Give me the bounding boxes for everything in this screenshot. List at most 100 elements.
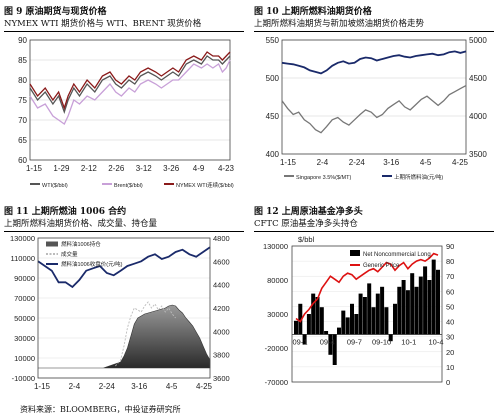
y-tick-label-right: 10 [446, 363, 454, 372]
y-tick-label-left: 50000 [14, 314, 35, 323]
y-tick-label-right: 30 [446, 333, 454, 342]
x-tick-label: 1-15 [280, 158, 297, 167]
net-long-bar [324, 331, 329, 335]
y-tick-label-left: 450 [266, 112, 280, 121]
x-tick-label: 2-4 [317, 158, 329, 167]
net-long-bar [358, 293, 363, 335]
y-tick-label-right: 3600 [213, 374, 230, 383]
x-tick-label: 4-25 [452, 158, 469, 167]
x-tick-label: 2-24 [349, 158, 366, 167]
plot-frame [29, 39, 231, 161]
net-long-bar [423, 266, 428, 335]
y-tick-label: 70 [18, 116, 27, 125]
y-tick-label-left: 500 [266, 74, 280, 83]
y-tick-label-left: 110000 [11, 254, 35, 263]
net-long-bar [431, 259, 436, 335]
x-tick-label: 4-25 [196, 382, 213, 391]
source-note: 资料来源：BLOOMBERG，中投证券研究所 [20, 405, 181, 414]
x-tick-label: 09-4 [320, 337, 335, 346]
y-tick-label-right: 50 [446, 302, 454, 311]
y-tick-label-right: 4000 [469, 112, 487, 121]
x-tick-label: 10-4 [428, 337, 443, 346]
plot-frame [37, 237, 211, 379]
x-tick-label: 3-16 [131, 382, 148, 391]
net-long-bar [354, 314, 359, 335]
x-tick-label: 2-4 [69, 382, 81, 391]
figure-12-panel: 图 12 上周原油基金净多头 CFTC 原油基金净多头持仓 $/bbl -7000… [254, 206, 494, 406]
y-tick-label-right: 4000 [213, 327, 230, 336]
net-long-bar [306, 314, 311, 335]
y-tick-label-right: 80 [446, 257, 454, 266]
net-long-bar [414, 286, 419, 335]
cftc-net-long-chart: $/bbl -70000 -20000 30000 80000 130000 0 10 20 30… [263, 235, 454, 387]
y-tick-label-left: 90000 [14, 274, 35, 283]
x-tick-label: 09-1 [292, 337, 307, 346]
x-tick-label: 2-26 [108, 164, 125, 173]
y-tick-label-right: 70 [446, 272, 454, 281]
y-tick-label-left: 550 [266, 36, 280, 45]
series-line [29, 55, 231, 115]
net-long-bar [410, 273, 415, 335]
y-tick-label-left: -20000 [265, 344, 288, 353]
net-long-bar [298, 303, 303, 335]
x-tick-label: 4-5 [166, 382, 178, 391]
net-long-bar [371, 307, 376, 335]
x-tick-label: 4-5 [420, 158, 432, 167]
y-tick-label: 65 [18, 136, 27, 145]
legend-label: Brent($/bbl) [114, 183, 143, 189]
legend-label: 上期所燃料油(元/吨) [394, 173, 443, 181]
net-long-bar [328, 334, 333, 355]
net-long-bar [319, 307, 324, 335]
x-tick-label: 3-12 [136, 164, 153, 173]
figure-subtitle: NYMEX WTI 期货价格与 WTI、BRENT 现货价格 [4, 18, 244, 32]
fuel-oil-1006-contract-chart: -10000 10000 30000 50000 70000 90000 110000 130… [10, 234, 230, 391]
x-tick-label: 09-10 [372, 337, 391, 346]
figure-10-panel: 图 10 上期所燃料油期货价格 上期所燃料油期货与新加坡燃油期货价格走势 400… [254, 6, 494, 206]
figure-9-panel: 图 9 原油期货与现货价格 NYMEX WTI 期货价格与 WTI、BRENT … [4, 6, 244, 206]
net-long-bar [294, 320, 298, 335]
figure-subtitle: 上期所燃料油期货与新加坡燃油期货价格走势 [254, 18, 494, 32]
net-long-bar [418, 276, 423, 335]
x-tick-label: 4-23 [218, 164, 235, 173]
y-tick-label-right: 90 [446, 242, 454, 251]
y-tick-label-left: 130000 [263, 242, 288, 251]
y-tick-label-right: 4500 [469, 74, 487, 83]
net-long-bar [375, 293, 380, 335]
net-long-bar [393, 303, 397, 335]
net-long-bar [384, 307, 389, 335]
series-line [281, 85, 467, 134]
legend-label: 成交量 [61, 250, 78, 258]
x-tick-label: 10-1 [401, 337, 416, 346]
figure-11-panel: 图 11 上期所燃油 1006 合约 上期所燃料油期货价格、成交量、持仓量 -1… [4, 206, 244, 406]
series-line [281, 50, 467, 75]
figure-caption: 图 12 上周原油基金净多头 [254, 207, 363, 217]
y-tick-label-left: -10000 [12, 374, 35, 383]
y-tick-label-right: 4800 [213, 234, 230, 243]
y-tick-label-left: -70000 [265, 378, 288, 387]
y-tick-label: 60 [18, 156, 27, 165]
y-tick-label: 85 [18, 56, 27, 65]
plot-frame [281, 39, 467, 155]
y-tick-label-right: 20 [446, 348, 454, 357]
figure-caption: 图 10 上期所燃料油期货价格 [254, 7, 372, 17]
fuel-oil-price-chart: 400 450 500 550 3500 4000 4500 5000 1-15 2-4 2-24 3… [266, 36, 488, 181]
legend-swatch [350, 250, 360, 256]
net-long-bar [367, 283, 372, 335]
y-tick-label-left: 400 [266, 150, 280, 159]
crude-oil-price-chart: 60 65 70 75 80 85 90 1-15 1-29 2-12 2-26 3-12 3-26 4-… [18, 36, 235, 189]
x-tick-label: 2-24 [99, 382, 116, 391]
net-long-bar [341, 310, 346, 335]
net-long-bar [401, 280, 406, 335]
legend-label: 燃料油1006收盘价(元/吨) [61, 260, 123, 268]
y-tick-label-left: 30000 [14, 334, 35, 343]
y-tick-label-left: 70000 [14, 294, 35, 303]
y-tick-label-right: 40 [446, 318, 454, 327]
y-tick-label-right: 4600 [213, 257, 230, 266]
y-tick-label-right: 4200 [213, 304, 230, 313]
legend-label: Singapore 3.5%($/MT) [296, 175, 351, 181]
x-tick-label: 2-12 [81, 164, 98, 173]
x-tick-label: 4-9 [193, 164, 205, 173]
figure-caption: 图 9 原油期货与现货价格 [4, 7, 107, 17]
net-long-bar [397, 286, 402, 335]
y-tick-label-left: 10000 [14, 354, 35, 363]
